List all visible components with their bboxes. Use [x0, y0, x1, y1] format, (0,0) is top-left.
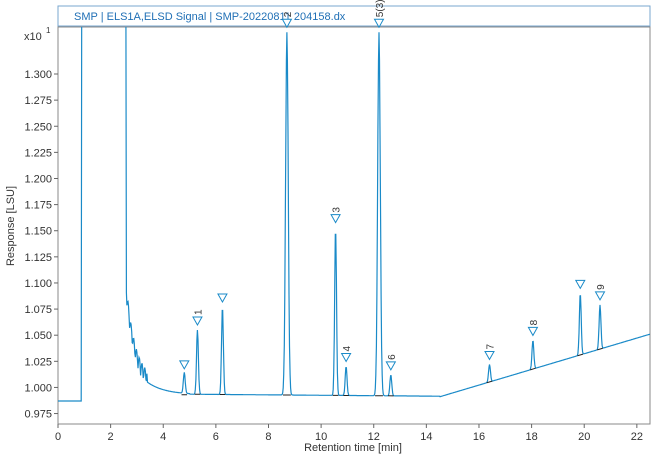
peak-label: 8 [529, 319, 540, 325]
integration-baseline [578, 354, 584, 356]
y-tick-label: 1.150 [24, 226, 52, 238]
x-tick-label: 14 [420, 431, 432, 443]
y-tick-label: 1.175 [24, 200, 52, 212]
peak-label: 2 [283, 11, 294, 17]
y-tick-label: 0.975 [24, 409, 52, 421]
x-tick-label: 6 [213, 431, 219, 443]
x-tick-label: 2 [108, 431, 114, 443]
peak-label: 5(3) [375, 0, 386, 17]
y-tick-label: 1.050 [24, 330, 52, 342]
peak-marker [342, 354, 351, 362]
y-axis-title: Response [LSU] [5, 186, 17, 266]
peak-marker [193, 317, 202, 325]
peak-marker [180, 361, 189, 369]
series-group [58, 6, 650, 401]
y-multiplier-exponent: 1 [46, 26, 51, 35]
y-tick-label: 1.200 [24, 173, 52, 185]
peak-label: 9 [596, 284, 607, 290]
y-tick-label: 1.100 [24, 278, 52, 290]
x-tick-label: 0 [55, 431, 61, 443]
x-tick-label: 22 [631, 431, 643, 443]
plot-frame [58, 27, 650, 424]
y-tick-label: 1.000 [24, 382, 52, 394]
signal-trace [58, 6, 650, 401]
y-tick-label: 1.250 [24, 121, 52, 133]
peak-marker [576, 280, 585, 288]
peak-label: 3 [332, 207, 343, 213]
y-tick-label: 1.075 [24, 304, 52, 316]
chart-title: SMP | ELS1A,ELSD Signal | SMP-20220811 2… [74, 11, 346, 23]
peak-markers: 1 2 3 4 5(3) 6 7 8 9 [180, 0, 607, 396]
y-tick-label: 1.275 [24, 95, 52, 107]
peak-label: 1 [193, 309, 204, 315]
y-multiplier-label: x10 [24, 31, 42, 43]
x-tick-label: 16 [473, 431, 485, 443]
x-tick-label: 18 [525, 431, 537, 443]
peak-marker [596, 292, 605, 300]
peak-label: 6 [387, 354, 398, 360]
peak-marker [386, 362, 395, 370]
peak-marker [485, 351, 494, 359]
y-tick-label: 1.225 [24, 147, 52, 159]
y-tick-label: 1.300 [24, 69, 52, 81]
y-tick-label: 1.125 [24, 252, 52, 264]
peak-marker [218, 294, 227, 302]
peak-label: 7 [486, 343, 497, 349]
peak-marker [528, 327, 537, 335]
x-tick-label: 4 [160, 431, 166, 443]
y-tick-label: 1.025 [24, 356, 52, 368]
x-tick-label: 20 [578, 431, 590, 443]
x-tick-label: 8 [265, 431, 271, 443]
x-axis-title: Retention time [min] [304, 442, 402, 454]
peak-label: 4 [342, 346, 353, 352]
peak-marker [331, 215, 340, 223]
